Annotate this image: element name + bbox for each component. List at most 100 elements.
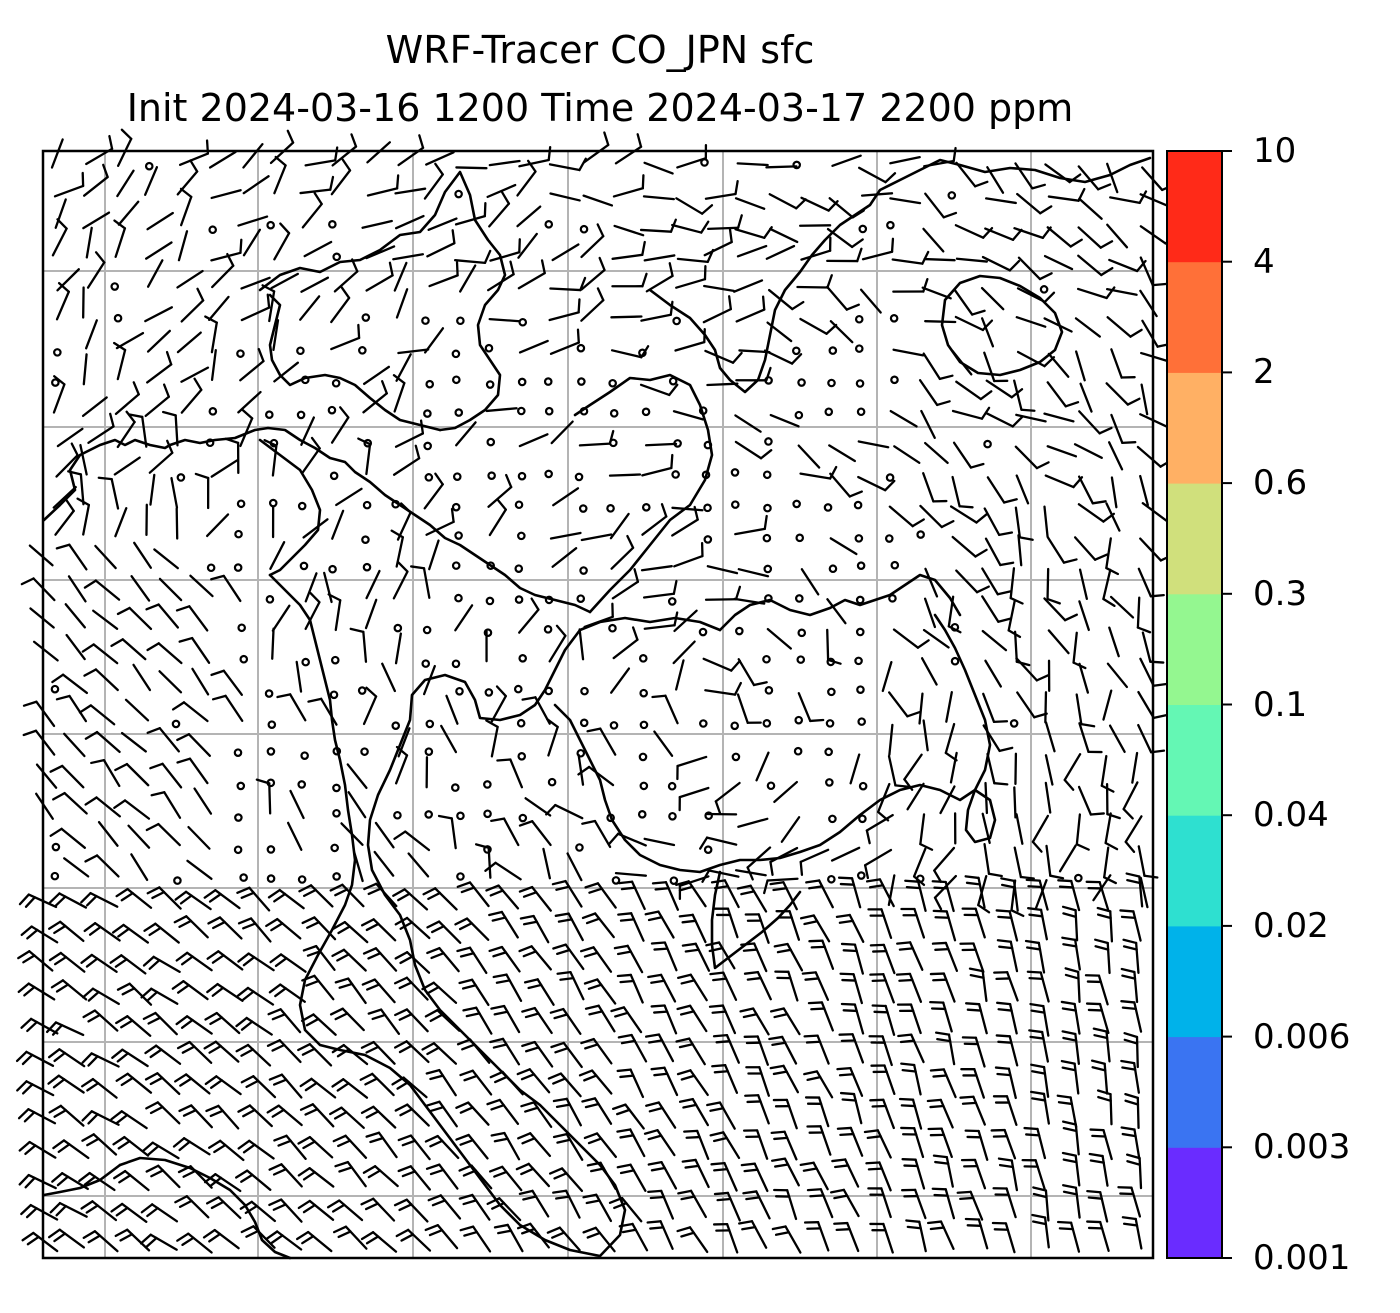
wind-barb <box>22 700 56 728</box>
wind-barb <box>922 628 950 649</box>
wind-barb <box>326 1199 364 1222</box>
wind-calm-marker <box>514 595 524 604</box>
wind-barb <box>904 879 927 912</box>
wind-barb <box>239 1200 277 1223</box>
wind-barb <box>359 1072 395 1097</box>
wind-barb <box>425 507 455 536</box>
wind-barb <box>610 1006 643 1034</box>
wind-barb <box>239 347 265 382</box>
wind-barb <box>1121 1216 1143 1250</box>
wind-barb <box>362 1165 399 1188</box>
wind-calm-marker <box>854 534 864 543</box>
wind-barb <box>849 753 861 785</box>
wind-barb <box>891 250 930 265</box>
wind-barb <box>397 727 411 758</box>
wind-barb <box>146 727 180 753</box>
wind-barb <box>881 660 893 693</box>
wind-calm-marker <box>451 502 461 512</box>
wind-barb <box>273 361 299 383</box>
wind-calm-marker <box>885 473 895 482</box>
wind-barb <box>924 441 949 465</box>
wind-calm-marker <box>575 843 584 852</box>
wind-barb <box>52 485 77 509</box>
wind-barb <box>486 1098 520 1126</box>
wind-barb <box>474 843 492 879</box>
wind-calm-marker <box>176 473 186 482</box>
wind-barb <box>964 1129 989 1161</box>
wind-barb <box>744 913 770 944</box>
wind-barb <box>142 1011 178 1036</box>
wind-barb <box>892 628 930 649</box>
wind-barb <box>85 226 93 259</box>
wind-barb <box>865 1161 892 1192</box>
wind-calm-marker <box>483 628 493 637</box>
wind-barb <box>490 1131 521 1161</box>
wind-barb <box>887 754 910 788</box>
wind-barb <box>583 978 617 1005</box>
wind-barb <box>584 882 617 909</box>
wind-barb <box>929 1000 953 1033</box>
wind-barb <box>839 972 864 1005</box>
wind-calm-marker <box>609 438 618 448</box>
wind-barb <box>703 284 735 293</box>
wind-barb <box>493 1223 524 1253</box>
wind-barb <box>773 780 799 804</box>
wind-barb <box>297 1043 333 1067</box>
wind-barb <box>714 781 741 815</box>
wind-barb <box>803 1034 830 1065</box>
wind-calm-marker <box>265 410 274 420</box>
wind-barb <box>734 226 773 239</box>
wind-barb <box>332 1225 368 1250</box>
wind-barb <box>133 541 152 569</box>
wind-calm-marker <box>422 625 432 635</box>
wind-barb <box>939 785 956 815</box>
wind-barb <box>581 1097 613 1125</box>
wind-barb <box>331 1078 369 1099</box>
colorbar-swatch <box>1167 925 1222 1038</box>
coastline-interior-2 <box>258 170 507 432</box>
wind-barb <box>642 195 675 201</box>
wind-barb <box>146 350 173 384</box>
wind-barb <box>1073 443 1103 459</box>
wind-barb <box>1046 445 1078 458</box>
wind-calm-marker <box>608 623 617 633</box>
wind-barb <box>807 1001 834 1032</box>
wind-barb <box>83 668 119 692</box>
wind-barb <box>1108 724 1126 754</box>
wind-barb <box>459 1225 492 1253</box>
wind-barb <box>178 1104 213 1129</box>
wind-calm-marker <box>828 814 837 824</box>
wind-barb <box>1086 1189 1109 1223</box>
wind-barb <box>437 814 457 850</box>
wind-barb <box>1094 938 1111 975</box>
wind-barb <box>616 1068 645 1099</box>
wind-barb <box>177 1165 213 1189</box>
wind-barb <box>485 884 520 910</box>
wind-barb <box>347 791 367 819</box>
wind-barb <box>208 1139 245 1162</box>
wind-barb <box>521 1040 554 1068</box>
wind-barb <box>1102 689 1113 721</box>
wind-calm-marker <box>578 504 588 513</box>
wind-barb <box>929 972 956 1003</box>
wind-barb <box>110 1110 148 1130</box>
wind-barb <box>889 409 918 428</box>
wind-barb <box>144 306 174 323</box>
wind-calm-marker <box>330 843 339 853</box>
wind-barb <box>863 1129 892 1159</box>
wind-barb <box>893 445 921 464</box>
wind-barb <box>365 569 381 600</box>
wind-barb <box>427 1194 462 1220</box>
wind-barb <box>769 1064 800 1094</box>
wind-barb <box>492 973 523 1002</box>
wind-calm-marker <box>517 406 526 416</box>
wind-calm-marker <box>638 348 647 358</box>
wind-barb <box>1106 316 1143 338</box>
wind-barb <box>992 1095 1018 1126</box>
wind-calm-marker <box>297 501 307 511</box>
wind-calm-marker <box>828 346 838 355</box>
wind-barb <box>889 156 921 165</box>
wind-barb <box>580 287 605 322</box>
wind-barb <box>299 175 335 195</box>
wind-barb <box>171 701 209 723</box>
